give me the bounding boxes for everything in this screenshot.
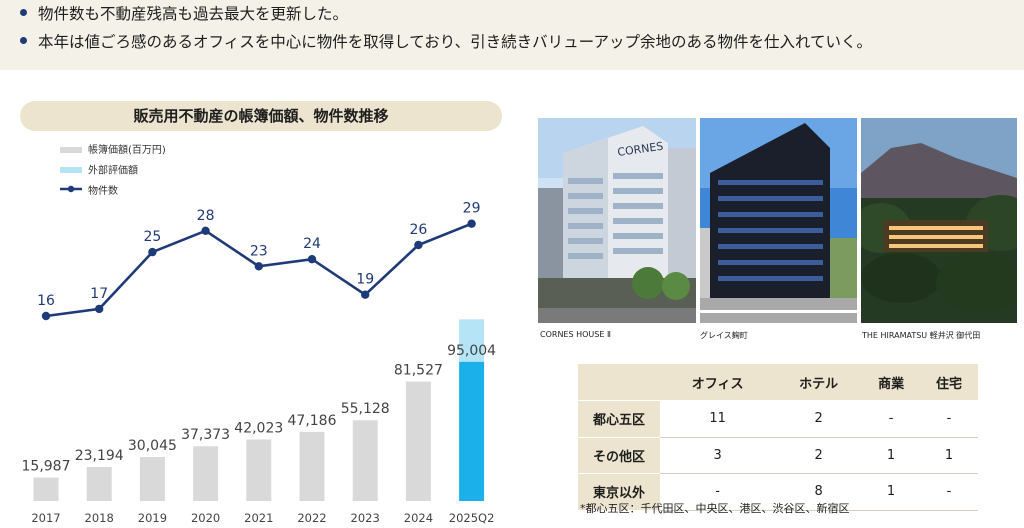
bar-value-label: 55,128 xyxy=(341,401,390,417)
line-value-label: 16 xyxy=(37,293,55,309)
bullet-text: 本年は値ごろ感のあるオフィスを中心に物件を取得しており、引き続きバリューアップ余… xyxy=(38,33,873,51)
line-value-label: 24 xyxy=(303,236,321,252)
legend-swatch-book-value xyxy=(60,147,82,153)
chart-title: 販売用不動産の帳簿価額、物件数推移 xyxy=(20,101,502,131)
bar-value-label: 81,527 xyxy=(394,363,443,379)
line-point xyxy=(254,262,263,271)
photo-caption: グレイス麹町 xyxy=(700,331,748,340)
photo-grace-kojimachi xyxy=(700,118,857,323)
line-value-label: 26 xyxy=(409,222,427,238)
bar-book-value xyxy=(352,420,378,501)
x-tick-label: 2018 xyxy=(85,511,114,525)
line-point xyxy=(414,240,423,250)
table-cell: 8 xyxy=(775,473,863,511)
property-table: オフィス ホテル 商業 住宅 都心五区 11 2 - - その他区 3 2 1 … xyxy=(578,364,978,511)
table-cell: - xyxy=(920,473,978,511)
summary-bullets: 物件数も不動産残高も過去最大を更新した。 本年は値ごろ感のあるオフィスを中心に物… xyxy=(0,0,1024,70)
x-tick-label: 2025Q2 xyxy=(449,511,495,525)
bullet-dot xyxy=(20,9,27,16)
bar-value-label: 15,987 xyxy=(22,459,71,475)
bar-book-value xyxy=(246,439,272,501)
row-header: その他区 xyxy=(578,437,660,474)
x-tick-label: 2022 xyxy=(297,511,326,525)
table-cell: 1 xyxy=(862,473,921,511)
x-tick-label: 2024 xyxy=(404,511,433,525)
bar-book-value xyxy=(299,431,325,501)
table-row: その他区 3 2 1 1 xyxy=(578,437,978,474)
table-header-row: オフィス ホテル 商業 住宅 xyxy=(578,364,978,401)
line-point xyxy=(95,304,104,314)
photo-hiramatsu xyxy=(861,118,1017,323)
bar-value-label: 23,194 xyxy=(75,448,124,464)
line-value-label: 19 xyxy=(356,272,374,288)
bar-book-value xyxy=(33,477,59,501)
line-point xyxy=(361,290,370,299)
column-header: 住宅 xyxy=(920,364,978,401)
legend-swatch-external-valuation xyxy=(60,167,82,173)
table-cell: 11 xyxy=(660,400,776,438)
bullet-item: 物件数も不動産残高も過去最大を更新した。 xyxy=(20,4,348,24)
x-tick-label: 2017 xyxy=(31,511,60,525)
column-header: 商業 xyxy=(862,364,921,401)
line-point xyxy=(201,226,210,235)
table-footnote: *都心五区：千代田区、中央区、港区、渋谷区、新宿区 xyxy=(580,502,850,515)
legend-marker-property-count xyxy=(67,185,75,193)
bar-external-valuation xyxy=(459,319,485,362)
line-value-label: 25 xyxy=(143,229,161,245)
bar-value-label: 42,023 xyxy=(234,420,283,436)
bullet-item: 本年は値ごろ感のあるオフィスを中心に物件を取得しており、引き続きバリューアップ余… xyxy=(20,32,872,52)
line-value-label: 17 xyxy=(90,286,108,302)
table-cell: 2 xyxy=(775,400,863,438)
bar-value-label: 47,186 xyxy=(288,413,337,429)
bullet-dot xyxy=(20,37,27,44)
table-cell: 1 xyxy=(862,437,921,474)
table-corner xyxy=(578,364,660,401)
table-row: 東京以外 - 8 1 - xyxy=(578,473,978,511)
line-point xyxy=(148,247,157,257)
line-point xyxy=(467,219,476,228)
photo-cornes-house: CORNES xyxy=(538,118,696,323)
legend-label: 物件数 xyxy=(88,184,118,197)
line-point xyxy=(307,255,317,264)
table-cell: - xyxy=(862,400,921,438)
bar-value-label: 37,373 xyxy=(181,427,230,443)
table-cell: - xyxy=(920,400,978,438)
table-cell: 3 xyxy=(660,437,776,474)
x-tick-label: 2021 xyxy=(244,511,273,525)
line-value-label: 29 xyxy=(463,201,481,217)
x-tick-label: 2020 xyxy=(191,511,220,525)
legend-label: 外部評価額 xyxy=(88,164,138,177)
table-cell: - xyxy=(660,473,776,511)
bar-book-value xyxy=(459,361,485,501)
bar-book-value xyxy=(139,456,165,501)
photo-caption: THE HIRAMATSU 軽井沢 御代田 xyxy=(862,331,981,340)
bullet-text: 物件数も不動産残高も過去最大を更新した。 xyxy=(38,5,349,23)
bar-value-label: 95,004 xyxy=(447,343,496,359)
legend-label: 帳簿価額(百万円) xyxy=(88,143,166,156)
table-row: 都心五区 11 2 - - xyxy=(578,400,978,438)
row-header: 東京以外 xyxy=(578,473,660,511)
column-header: ホテル xyxy=(775,364,863,401)
bar-book-value xyxy=(86,467,112,501)
x-tick-label: 2019 xyxy=(138,511,167,525)
row-header: 都心五区 xyxy=(578,400,660,438)
line-point xyxy=(41,311,51,321)
line-value-label: 23 xyxy=(250,243,268,259)
table-cell: 2 xyxy=(775,437,863,474)
column-header: オフィス xyxy=(660,364,776,401)
table-cell: 1 xyxy=(920,437,978,474)
bar-value-label: 30,045 xyxy=(128,438,177,454)
building-sign: CORNES xyxy=(617,140,665,159)
line-value-label: 28 xyxy=(197,208,215,224)
x-tick-label: 2023 xyxy=(351,511,380,525)
photo-caption: CORNES HOUSE Ⅱ xyxy=(540,330,611,339)
bar-book-value xyxy=(405,381,431,501)
bar-book-value xyxy=(193,446,219,501)
